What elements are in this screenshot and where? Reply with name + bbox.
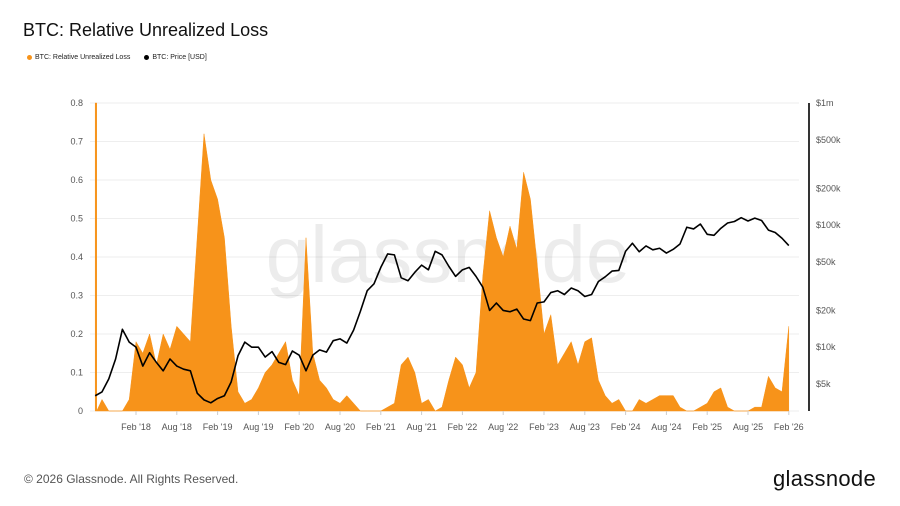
x-tick-label: Aug '24 — [651, 422, 681, 432]
price-series — [94, 216, 790, 404]
x-tick-label: Feb '23 — [529, 422, 559, 432]
y-right-tick-label: $10k — [816, 342, 836, 352]
y-right-tick-label: $1m — [816, 98, 834, 108]
y-left-tick-label: 0.5 — [70, 214, 83, 224]
y-right-tick-label: $500k — [816, 135, 841, 145]
y-left-tick-label: 0.3 — [70, 291, 83, 301]
x-tick-label: Aug '22 — [488, 422, 518, 432]
y-right-tick-label: $200k — [816, 183, 841, 193]
legend-dot-price — [144, 54, 150, 60]
y-left-tick-label: 0 — [78, 406, 83, 416]
loss-series — [94, 102, 790, 412]
chart-title: BTC: Relative Unrealized Loss — [23, 20, 269, 40]
legend-item-price[interactable]: BTC: Price [USD] — [144, 54, 207, 61]
y-left-tick-label: 0.7 — [70, 137, 83, 147]
x-tick-label: Aug '20 — [325, 422, 355, 432]
y-left-tick-label: 0.6 — [70, 175, 83, 185]
x-tick-label: Feb '22 — [448, 422, 478, 432]
x-tick-label: Feb '19 — [203, 422, 233, 432]
x-tick-label: Feb '20 — [284, 422, 314, 432]
x-tick-label: Feb '26 — [774, 422, 804, 432]
y-right-tick-label: $5k — [816, 379, 831, 389]
y-right-tick-label: $20k — [816, 305, 836, 315]
copyright: © 2026 Glassnode. All Rights Reserved. — [24, 472, 239, 486]
legend-item-loss[interactable]: BTC: Relative Unrealized Loss — [27, 54, 130, 61]
y-left-tick-label: 0.1 — [70, 368, 83, 378]
x-tick-label: Aug '25 — [733, 422, 763, 432]
y-left-tick-label: 0.2 — [70, 329, 83, 339]
legend: BTC: Relative Unrealized Loss BTC: Price… — [27, 54, 207, 61]
y-right-tick-label: $50k — [816, 257, 836, 267]
watermark: glassnode — [266, 210, 631, 299]
x-tick-label: Aug '19 — [243, 422, 273, 432]
y-right-tick-label: $100k — [816, 220, 841, 230]
legend-dot-loss — [27, 54, 32, 60]
x-tick-label: Feb '21 — [366, 422, 396, 432]
x-tick-label: Aug '18 — [162, 422, 192, 432]
y-left-tick-label: 0.4 — [70, 252, 83, 262]
x-tick-label: Feb '24 — [611, 422, 641, 432]
legend-label-price: BTC: Price [USD] — [152, 54, 207, 61]
legend-label-loss: BTC: Relative Unrealized Loss — [35, 54, 131, 61]
x-tick-label: Feb '25 — [692, 422, 722, 432]
y-left-tick-label: 0.8 — [70, 98, 83, 108]
x-tick-label: Aug '23 — [570, 422, 600, 432]
x-tick-label: Feb '18 — [121, 422, 151, 432]
x-tick-label: Aug '21 — [406, 422, 436, 432]
glassnode-logo[interactable]: glassnode — [773, 466, 876, 491]
axes: 0 0.1 0.2 0.3 0.4 0.5 0.6 0.7 0.8 $5k $10k $20k $50k… — [70, 98, 841, 432]
loss-area — [94, 102, 790, 412]
